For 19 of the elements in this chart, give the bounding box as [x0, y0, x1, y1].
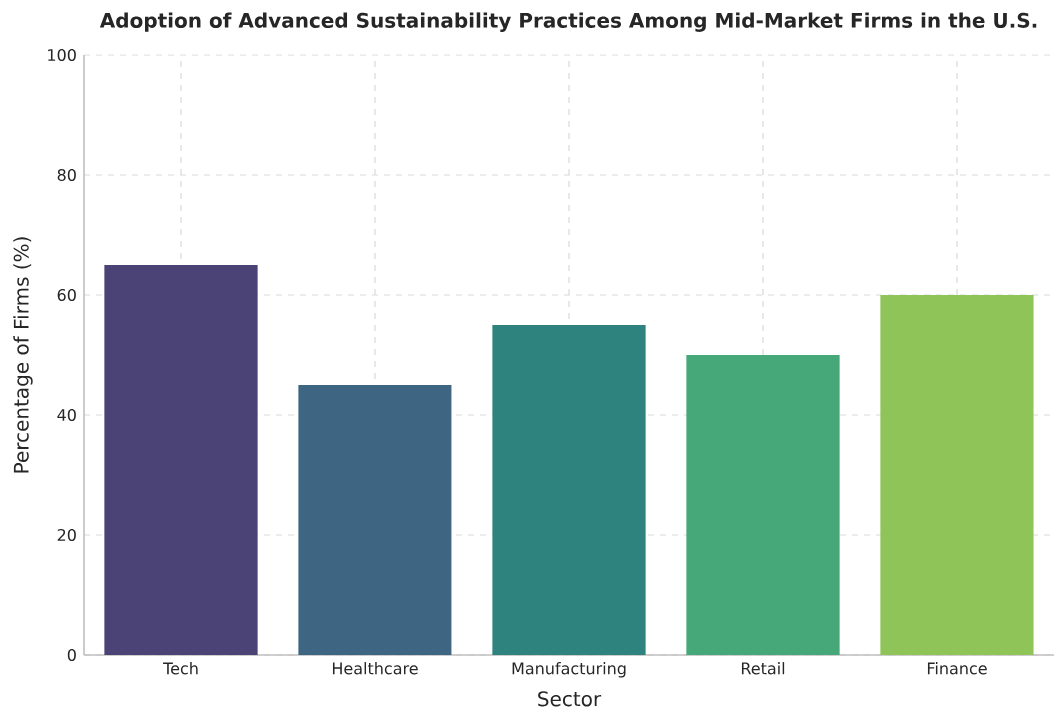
bar — [880, 294, 1034, 655]
x-tick-label: Finance — [927, 662, 987, 675]
y-axis-title: Percentage of Firms (%) — [13, 237, 33, 473]
chart-title: Adoption of Advanced Sustainability Practices Among Mid-Market Firms in the U.S. — [99, 12, 1037, 32]
y-tick-label: 0 — [67, 648, 76, 662]
x-tick-label: Manufacturing — [512, 662, 626, 678]
bar — [104, 264, 258, 655]
y-tick-label: 40 — [57, 408, 76, 422]
x-tick-label: Tech — [163, 662, 198, 675]
x-tick-label: Healthcare — [332, 662, 418, 675]
y-tick-label: 20 — [57, 528, 76, 542]
x-tick-label: Retail — [741, 662, 785, 675]
x-axis-title: Sector — [538, 691, 602, 707]
bar — [686, 354, 840, 655]
bar — [298, 384, 452, 655]
y-tick-label: 60 — [57, 288, 76, 302]
y-tick-label: 80 — [57, 168, 76, 182]
y-tick-label: 100 — [48, 48, 76, 62]
bar — [492, 324, 646, 655]
